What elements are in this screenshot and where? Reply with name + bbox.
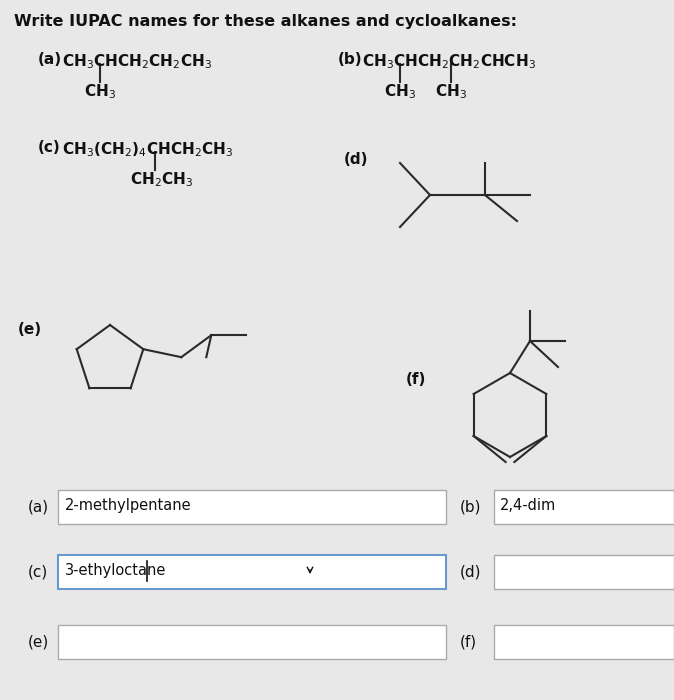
Text: (e): (e)	[28, 634, 49, 650]
Text: (b): (b)	[460, 500, 481, 514]
FancyBboxPatch shape	[58, 555, 446, 589]
Text: 2,4-dim: 2,4-dim	[500, 498, 556, 513]
Text: (e): (e)	[18, 323, 42, 337]
Text: (c): (c)	[38, 140, 61, 155]
Text: (f): (f)	[406, 372, 427, 388]
FancyBboxPatch shape	[58, 625, 446, 659]
Text: (c): (c)	[28, 564, 49, 580]
Text: CH$_2$CH$_3$: CH$_2$CH$_3$	[130, 170, 193, 189]
Text: (d): (d)	[460, 564, 481, 580]
FancyBboxPatch shape	[58, 490, 446, 524]
Text: CH$_3$: CH$_3$	[384, 82, 416, 101]
Text: CH$_3$CHCH$_2$CH$_2$CHCH$_3$: CH$_3$CHCH$_2$CH$_2$CHCH$_3$	[362, 52, 536, 71]
Text: CH$_3$: CH$_3$	[84, 82, 116, 101]
Text: CH$_3$CHCH$_2$CH$_2$CH$_3$: CH$_3$CHCH$_2$CH$_2$CH$_3$	[62, 52, 212, 71]
Text: CH$_3$: CH$_3$	[435, 82, 467, 101]
Text: Write IUPAC names for these alkanes and cycloalkanes:: Write IUPAC names for these alkanes and …	[14, 14, 517, 29]
Text: (b): (b)	[338, 52, 363, 67]
FancyBboxPatch shape	[494, 490, 674, 524]
Text: (d): (d)	[344, 152, 369, 167]
Text: 3-ethyloctane: 3-ethyloctane	[65, 563, 166, 578]
Text: (a): (a)	[28, 500, 49, 514]
Text: 2-methylpentane: 2-methylpentane	[65, 498, 191, 513]
Text: (f): (f)	[460, 634, 477, 650]
FancyBboxPatch shape	[494, 625, 674, 659]
Text: CH$_3$(CH$_2$)$_4$CHCH$_2$CH$_3$: CH$_3$(CH$_2$)$_4$CHCH$_2$CH$_3$	[62, 140, 233, 159]
FancyBboxPatch shape	[494, 555, 674, 589]
Text: (a): (a)	[38, 52, 62, 67]
